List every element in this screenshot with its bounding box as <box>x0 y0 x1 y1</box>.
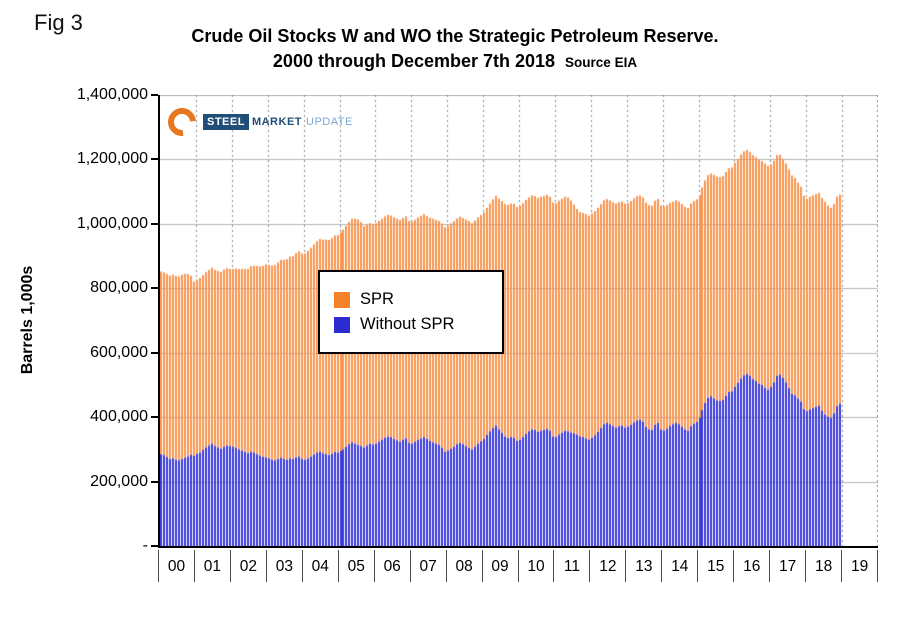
y-axis-title: Barrels 1,000s <box>19 265 36 375</box>
x-tick-label: 05 <box>337 550 374 582</box>
legend-swatch <box>334 291 350 308</box>
x-tick-label: 12 <box>589 550 625 582</box>
x-tick-label: 14 <box>661 550 697 582</box>
fig-label: Fig 3 <box>34 10 83 35</box>
legend-label: Without SPR <box>360 315 455 333</box>
y-tick-mark <box>151 287 158 290</box>
plot-area <box>158 95 878 548</box>
x-tick-label: 04 <box>301 550 338 582</box>
chart-subtitle-text: 2000 through December 7th 2018 <box>272 51 556 71</box>
y-tick-label: 1,000,000 <box>76 214 148 232</box>
legend-item: SPR <box>334 290 488 309</box>
y-tick-mark <box>151 545 158 547</box>
x-tick-label: 16 <box>733 550 769 582</box>
chart-subtitle: 2000 through December 7th 2018 Source EIA <box>60 51 850 72</box>
x-tick-label: 09 <box>481 550 518 582</box>
y-tick-label: - <box>142 537 148 554</box>
x-tick-label: 17 <box>769 550 805 582</box>
y-tick-mark <box>151 480 158 483</box>
y-tick-label: 400,000 <box>90 408 148 426</box>
y-tick-label: 1,400,000 <box>76 86 148 103</box>
x-tick-label: 02 <box>229 550 266 582</box>
x-tick-label: 03 <box>265 550 302 582</box>
x-axis-tick-labels: 00 01 02 03 04 05 06 07 08 09 10 11 12 13 14 15 16 17 18 19 <box>158 550 879 582</box>
x-tick-label: 10 <box>517 550 554 582</box>
x-tick-label: 13 <box>625 550 661 582</box>
x-tick-label: 01 <box>193 550 230 582</box>
smu-logo-steel: STEEL <box>203 114 249 130</box>
x-tick-label: 08 <box>445 550 482 582</box>
chart-legend: SPR Without SPR <box>318 270 504 354</box>
x-tick-label: 19 <box>841 550 879 582</box>
chart-title-block: Crude Oil Stocks W and WO the Strategic … <box>60 26 850 72</box>
y-tick-mark <box>151 94 158 96</box>
smu-swirl-icon <box>162 102 202 142</box>
legend-swatch <box>334 316 350 333</box>
y-tick-mark <box>151 351 158 354</box>
steel-market-update-logo: STEEL MARKET UPDATE <box>162 102 353 142</box>
x-tick-label: 11 <box>553 550 589 582</box>
y-tick-label: 800,000 <box>90 279 148 297</box>
chart-title: Crude Oil Stocks W and WO the Strategic … <box>191 26 719 46</box>
smu-logo-text: STEEL MARKET UPDATE <box>203 114 353 130</box>
y-tick-mark <box>151 222 158 225</box>
chart-source: Source EIA <box>565 55 638 70</box>
stacked-area-canvas <box>160 95 878 546</box>
y-tick-mark <box>151 158 158 161</box>
y-tick-mark <box>151 416 158 419</box>
x-tick-label: 18 <box>805 550 841 582</box>
y-tick-label: 600,000 <box>90 343 148 361</box>
smu-logo-update: UPDATE <box>306 116 353 128</box>
x-tick-label: 07 <box>409 550 446 582</box>
x-tick-label: 06 <box>373 550 410 582</box>
legend-label: SPR <box>360 290 394 308</box>
legend-item: Without SPR <box>334 315 488 334</box>
smu-logo-market: MARKET <box>251 116 303 128</box>
x-tick-label: 00 <box>158 550 194 582</box>
y-tick-label: 1,200,000 <box>76 150 148 168</box>
y-tick-label: 200,000 <box>90 472 148 490</box>
x-tick-label: 15 <box>697 550 733 582</box>
